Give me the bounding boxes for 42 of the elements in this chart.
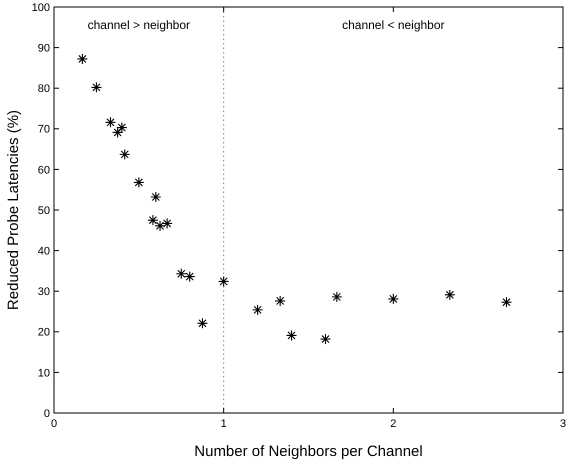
x-tick-label: 3	[560, 418, 566, 430]
x-tick-label: 0	[50, 418, 58, 430]
x-axis-title: Number of Neighbors per Channel	[194, 443, 423, 460]
y-tick-label: 0	[44, 408, 50, 420]
y-tick-label: 40	[38, 245, 50, 258]
y-tick-label: 60	[38, 164, 50, 176]
point	[196, 318, 208, 329]
point	[252, 304, 264, 316]
point	[150, 191, 162, 203]
point	[184, 271, 196, 282]
point	[112, 126, 124, 138]
y-tick-label: 50	[38, 204, 50, 217]
point	[388, 293, 399, 304]
y-tick-label: 20	[38, 326, 50, 339]
point	[444, 289, 456, 300]
point	[162, 218, 173, 229]
y-tick-label: 90	[38, 42, 50, 54]
x-tick-label: 2	[390, 418, 396, 430]
point	[76, 53, 88, 65]
point	[154, 220, 166, 232]
point	[147, 214, 158, 226]
y-axis-title: Reduced Probe Latencies (%)	[5, 110, 22, 310]
annotation: channel > neighbor	[88, 18, 190, 32]
y-tick-label: 80	[38, 83, 50, 96]
point	[90, 82, 102, 93]
point	[274, 295, 286, 306]
x-tick-label: 1	[220, 418, 227, 430]
y-tick-label: 10	[38, 367, 50, 380]
point	[116, 122, 128, 134]
annotation: channel < neighbor	[342, 18, 445, 32]
y-tick-label: 100	[32, 2, 50, 14]
point	[331, 291, 342, 302]
point	[176, 268, 187, 280]
point	[500, 296, 512, 308]
point	[104, 116, 116, 128]
point	[218, 276, 230, 288]
y-tick-label: 30	[38, 286, 50, 298]
point	[320, 334, 332, 345]
point	[133, 176, 144, 188]
point	[286, 330, 298, 342]
y-tick-label: 70	[38, 124, 50, 136]
point	[119, 148, 130, 160]
